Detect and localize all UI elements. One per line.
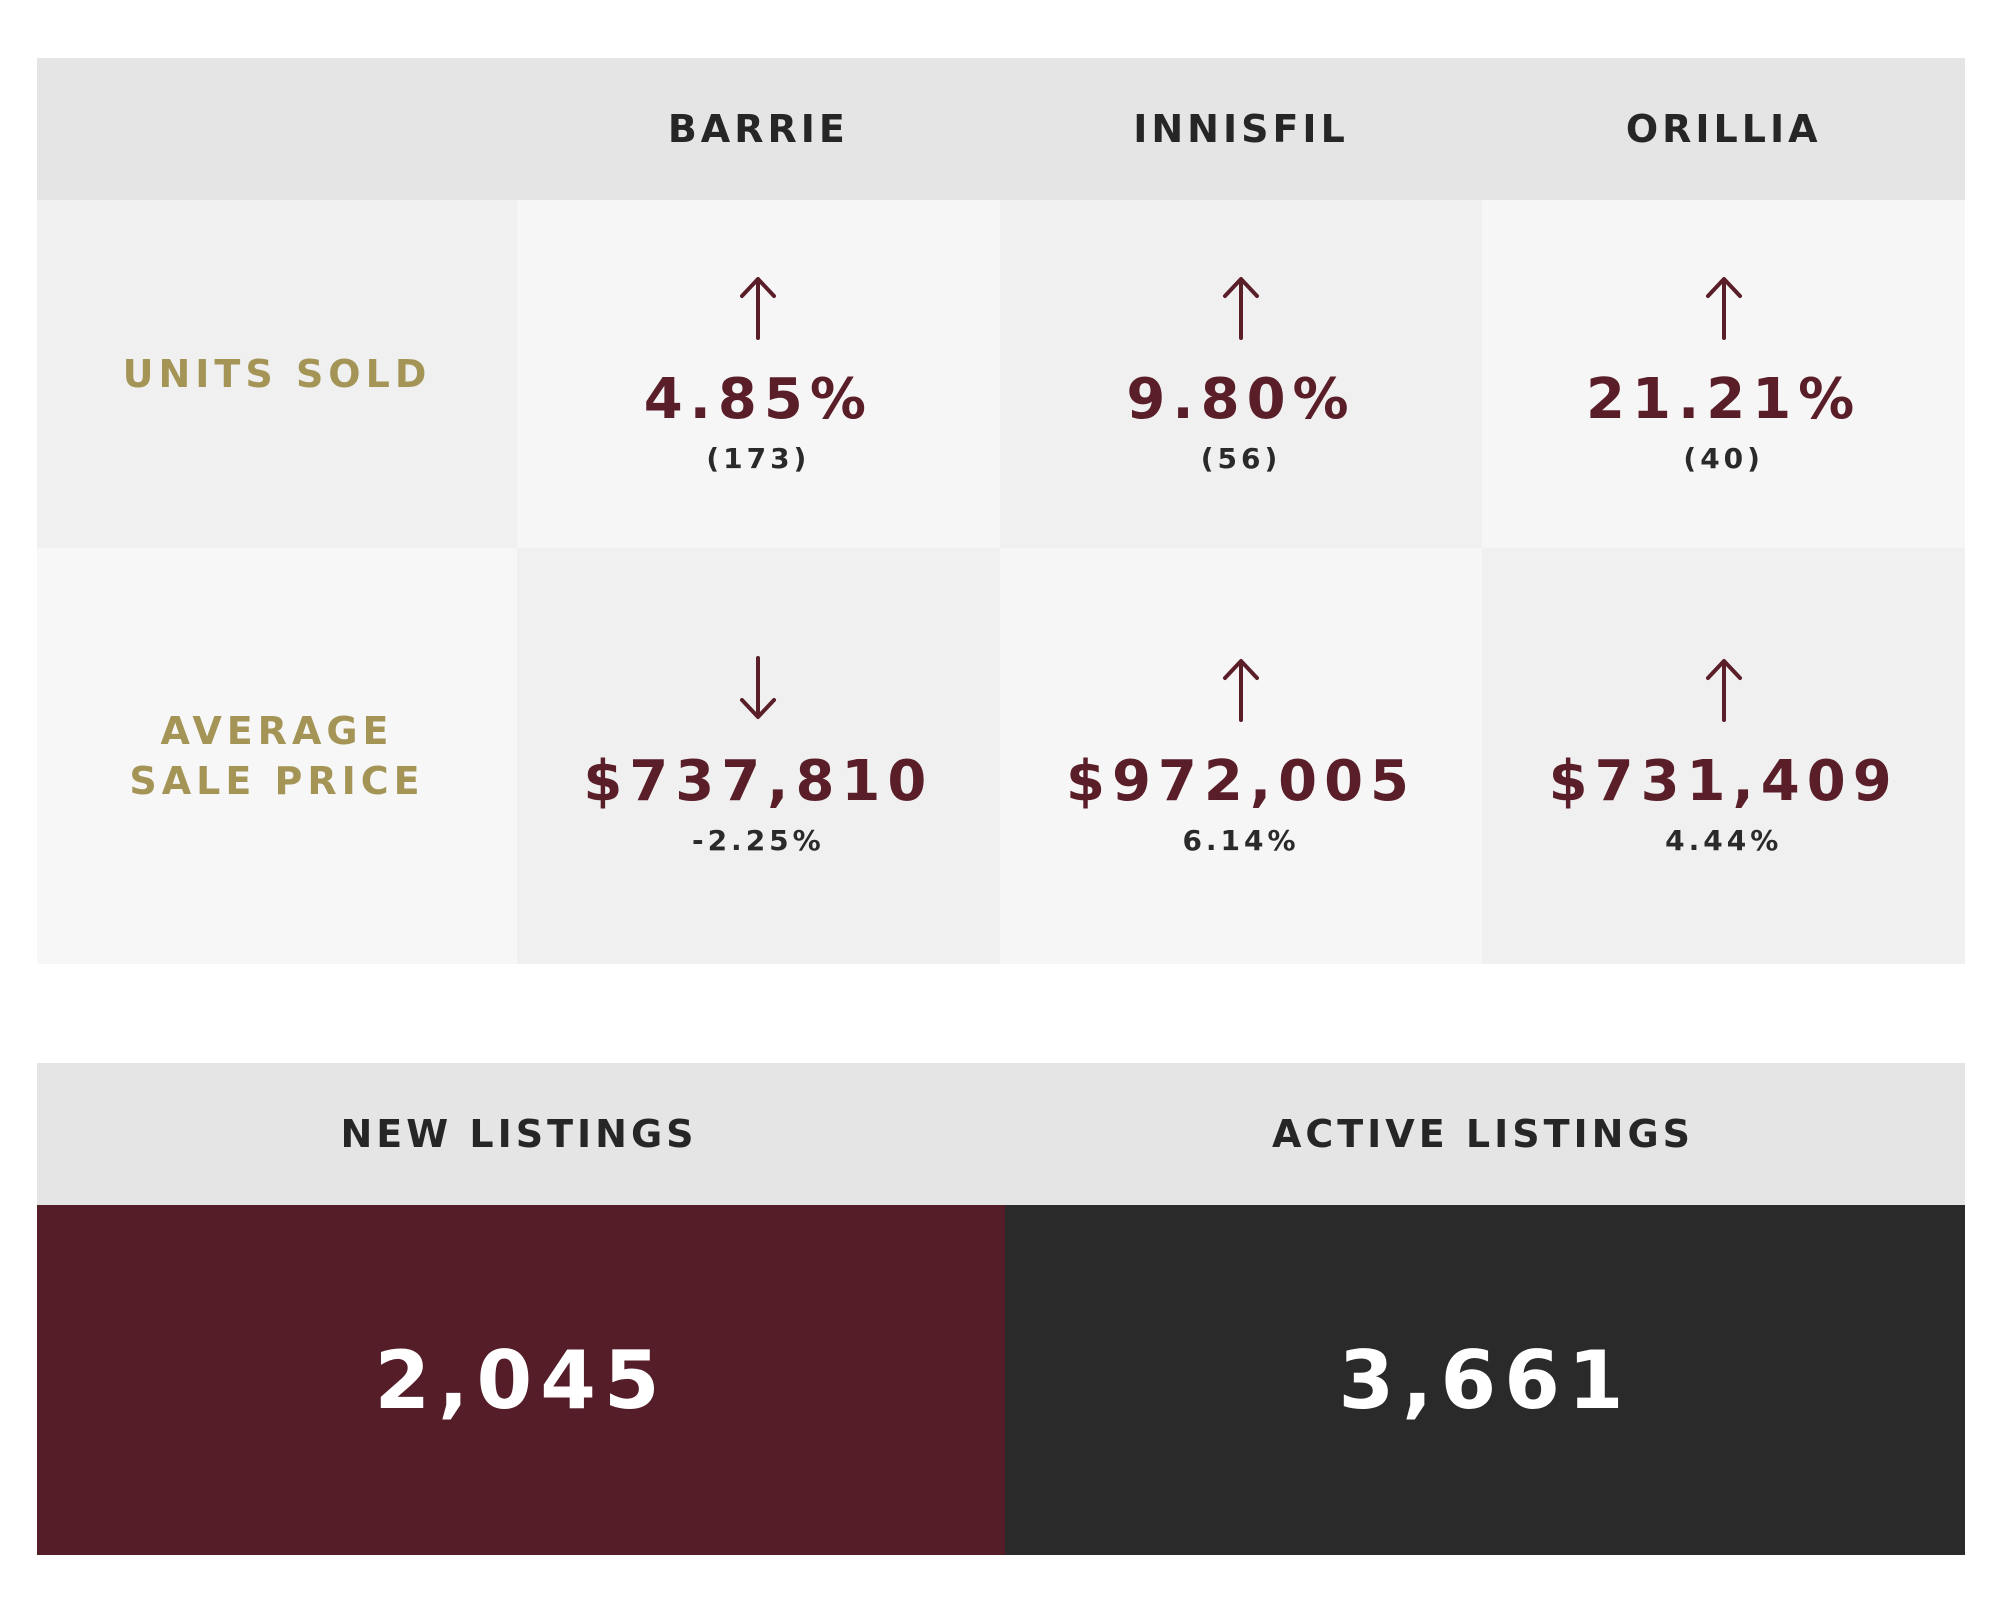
avg-price-cell-innisfil: $972,005 6.14% <box>999 548 1483 964</box>
new-listings-label: NEW LISTINGS <box>340 1112 698 1156</box>
units-sold-count: (173) <box>706 441 811 475</box>
units-sold-count: (56) <box>1200 441 1282 475</box>
avg-price-value: $972,005 <box>1065 748 1417 814</box>
arrow-down-icon <box>736 655 780 722</box>
city-header-orillia: ORILLIA <box>1625 107 1822 151</box>
listings-header-row: NEW LISTINGS ACTIVE LISTINGS <box>37 1063 1965 1205</box>
new-listings-value: 2,045 <box>37 1205 1005 1555</box>
market-comparison-table: BARRIE INNISFIL ORILLIA UNITS SOLD 4.85%… <box>37 58 1966 964</box>
city-header-innisfil: INNISFIL <box>1133 107 1349 151</box>
arrow-up-icon <box>1219 656 1263 722</box>
units-sold-count: (40) <box>1683 441 1764 475</box>
units-sold-change: 4.85% <box>643 366 873 432</box>
city-header-row: BARRIE INNISFIL ORILLIA <box>37 58 1965 200</box>
label-line-1: AVERAGE <box>160 709 394 753</box>
arrow-up-icon <box>1702 656 1746 722</box>
units-sold-cell-barrie: 4.85% (173) <box>517 200 1000 548</box>
avg-price-change: -2.25% <box>691 823 825 857</box>
average-sale-price-row: AVERAGE SALE PRICE $737,810 -2.25% $972,… <box>37 548 1966 964</box>
avg-price-change: 6.14% <box>1182 823 1300 857</box>
average-sale-price-label: AVERAGE SALE PRICE <box>37 548 517 964</box>
units-sold-change: 21.21% <box>1586 366 1862 432</box>
arrow-up-icon <box>736 274 780 340</box>
avg-price-value: $737,810 <box>583 748 934 814</box>
label-line-2: SALE PRICE <box>129 759 425 803</box>
city-header-barrie: BARRIE <box>667 107 849 151</box>
header-spacer <box>37 58 517 200</box>
listings-summary: NEW LISTINGS ACTIVE LISTINGS 2,045 3,661 <box>37 1063 1965 1555</box>
avg-price-cell-orillia: $731,409 4.44% <box>1482 548 1966 964</box>
units-sold-cell-orillia: 21.21% (40) <box>1482 200 1966 548</box>
units-sold-row: UNITS SOLD 4.85% (173) 9.80% (56) 21.21%… <box>37 200 1966 548</box>
avg-price-value: $731,409 <box>1548 748 1899 814</box>
avg-price-cell-barrie: $737,810 -2.25% <box>517 548 1000 964</box>
avg-price-change: 4.44% <box>1665 823 1783 857</box>
arrow-up-icon <box>1702 274 1746 340</box>
units-sold-change: 9.80% <box>1126 366 1356 432</box>
active-listings-value: 3,661 <box>1005 1205 1965 1555</box>
arrow-up-icon <box>1219 274 1263 340</box>
units-sold-label: UNITS SOLD <box>37 200 517 548</box>
units-sold-cell-innisfil: 9.80% (56) <box>999 200 1483 548</box>
listings-values-row: 2,045 3,661 <box>37 1205 1965 1555</box>
active-listings-label: ACTIVE LISTINGS <box>1271 1112 1695 1156</box>
